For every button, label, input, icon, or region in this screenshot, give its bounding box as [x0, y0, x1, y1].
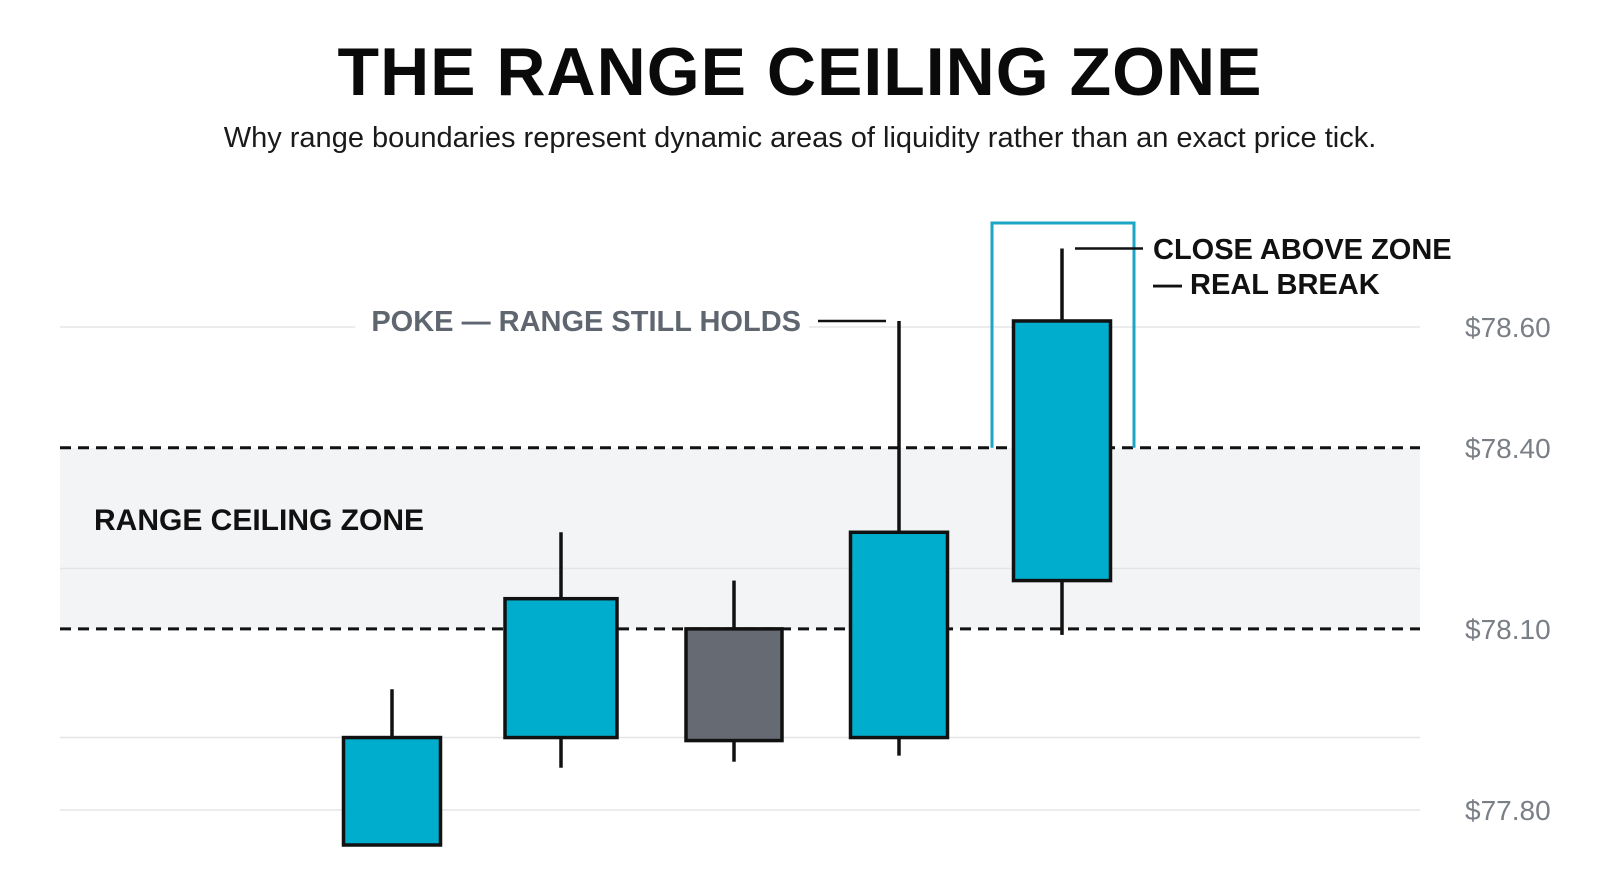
y-tick-label: $78.10: [1465, 614, 1551, 645]
candle: [341, 689, 443, 847]
break-annotation-line1: CLOSE ABOVE ZONE: [1153, 234, 1452, 266]
y-tick-label: $78.40: [1465, 433, 1551, 464]
candles-layer: [341, 248, 1113, 847]
candle-body: [503, 596, 619, 740]
candle-body: [684, 627, 784, 743]
zone-label: RANGE CEILING ZONE: [94, 504, 424, 537]
chart-subtitle: Why range boundaries represent dynamic a…: [223, 122, 1377, 154]
candle: [1011, 248, 1113, 635]
y-tick-label: $78.60: [1465, 312, 1551, 343]
candle-body: [341, 735, 443, 847]
candle-body: [1011, 319, 1113, 583]
candle: [503, 532, 619, 768]
zone-boundaries: [60, 446, 1420, 631]
annotation-layer: [818, 221, 1143, 448]
grid-layer: [60, 302, 1420, 811]
break-annotation-line2: — REAL BREAK: [1153, 269, 1380, 301]
zone-label-backdrop: [66, 500, 441, 541]
poke-label-backdrop: [355, 302, 809, 342]
chart-title: THE RANGE CEILING ZONE: [337, 34, 1263, 110]
candle: [684, 580, 784, 762]
poke-annotation: POKE — RANGE STILL HOLDS: [371, 306, 801, 338]
candle: [848, 320, 950, 756]
y-tick-label: $77.80: [1465, 795, 1551, 826]
break-bracket: [990, 221, 1136, 448]
candle-body: [848, 530, 950, 740]
y-axis: $78.60 $78.40 $78.10 $77.80: [1465, 312, 1551, 826]
